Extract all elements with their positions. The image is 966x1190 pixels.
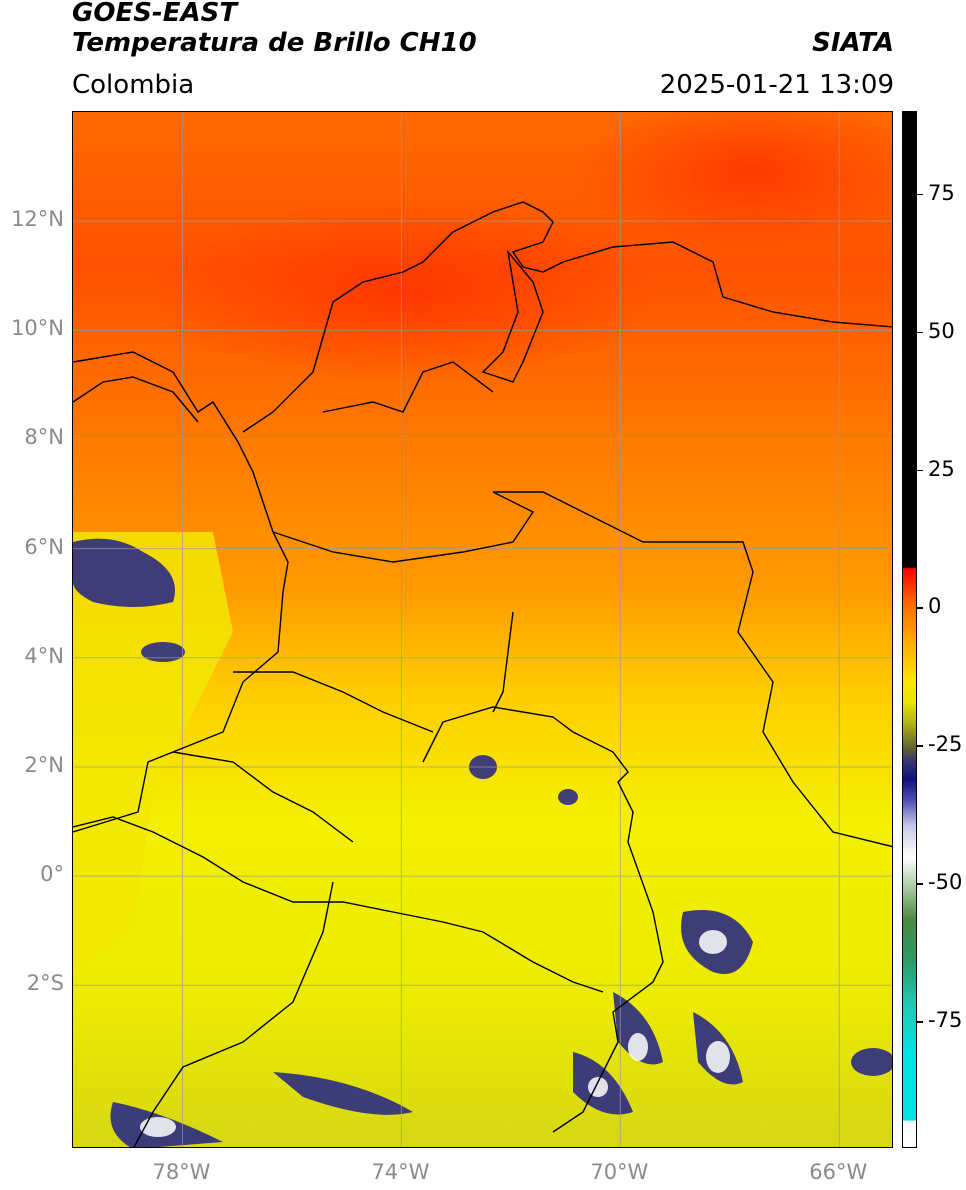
longitude-label: 66°W [809,1160,868,1184]
colorbar-tick-label: 75 [928,180,955,205]
longitude-label: 78°W [152,1160,211,1184]
inner-border-4 [233,671,434,733]
latitude-label: 4°N [24,643,64,668]
warm-area-northeast [573,112,892,252]
brand-label: SIATA [812,28,894,58]
colorbar-tick [917,331,923,334]
inner-border-1 [492,611,514,713]
brightness-temperature-map[interactable] [72,111,893,1148]
warm-area-caribbean [143,202,663,382]
panama-coast [73,376,199,423]
inner-border-2 [272,491,535,563]
brazil-border [422,706,664,1133]
longitude-label: 74°W [371,1160,430,1184]
inner-border-5 [172,751,354,843]
venezuela-border [493,491,892,848]
ecuador-peru-border [73,816,604,993]
product-title: Temperatura de Brillo CH10 [72,28,477,58]
pacific-coastline [73,351,289,833]
inner-border-3 [322,361,494,413]
gridlines [73,112,892,1147]
colorbar-tick-label: -25 [928,732,963,757]
colorbar-tick-label: 25 [928,456,955,481]
latitude-label: 2°S [26,971,64,996]
latitude-label: 10°N [11,316,64,341]
colorbar-tick-label: 50 [928,318,955,343]
colorbar-tick [917,469,923,472]
latitude-label: 2°N [24,752,64,777]
colorbar-tick [917,1021,923,1023]
colorbar-tick [917,193,923,196]
latitude-label: 12°N [11,207,64,232]
timestamp-label: 2025-01-21 13:09 [659,70,894,100]
region-label: Colombia [72,70,195,100]
map-canvas [73,112,892,1147]
longitude-label: 70°W [590,1160,649,1184]
satellite-title: GOES-EAST [72,0,238,28]
latitude-label: 6°N [24,534,64,559]
latitude-label: 0° [40,862,64,887]
colorbar-tick-label: -75 [928,1008,963,1033]
colorbar-tick [917,883,923,885]
colorbar-tick-label: -50 [928,870,963,895]
peru-inner-border [133,881,334,1147]
colorbar [902,111,917,1148]
borders [73,201,892,1147]
caribbean-coastline [242,201,892,433]
cloud-cores [140,930,730,1137]
colorbar-tick-label: 0 [928,594,942,619]
cool-area-pacific [73,532,233,972]
colorbar-tick [917,745,923,747]
latitude-label: 8°N [24,425,64,450]
lake-maracaibo [481,249,544,383]
colorbar-tick [917,607,923,609]
